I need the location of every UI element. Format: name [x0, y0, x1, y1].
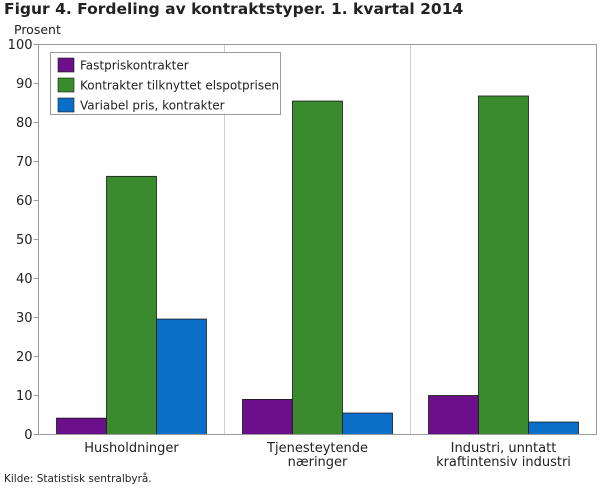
y-tick-label: 0 — [24, 428, 32, 443]
y-tick-label: 80 — [16, 116, 33, 131]
y-tick-label: 50 — [16, 233, 33, 248]
y-tick-label: 30 — [16, 311, 33, 326]
bar — [106, 175, 157, 435]
plot-frame — [38, 44, 597, 435]
legend-swatch — [57, 97, 75, 113]
bar — [528, 421, 579, 435]
y-tick-label: 90 — [16, 77, 33, 92]
legend-frame — [50, 52, 281, 115]
y-tick-label: 40 — [16, 272, 33, 287]
y-axis: 0 10 20 30 40 50 60 70 80 90 100 — [8, 38, 39, 443]
source-note: Kilde: Statistisk sentralbyrå. — [4, 473, 152, 485]
x-tick-label: næringer — [288, 455, 348, 470]
x-tick-label: Tjenesteytende — [266, 441, 368, 456]
bar — [242, 398, 293, 435]
x-tick-label: Husholdninger — [84, 441, 179, 456]
x-tick-label: kraftintensiv industri — [436, 455, 571, 470]
y-tick-label: 60 — [16, 194, 33, 209]
legend-label: Variabel pris, kontrakter — [80, 99, 225, 113]
bar — [156, 318, 207, 435]
bars — [56, 95, 579, 435]
legend: Fastpriskontrakter Kontrakter tilknyttet … — [50, 52, 281, 115]
y-tick-label: 100 — [8, 38, 33, 53]
y-axis-label: Prosent — [14, 22, 61, 37]
bar — [478, 95, 529, 435]
legend-swatch — [57, 77, 75, 93]
legend-label: Kontrakter tilknyttet elspotprisen — [80, 79, 279, 93]
bar — [292, 100, 343, 435]
y-tick-label: 20 — [16, 350, 33, 365]
x-tick-label: Industri, unntatt — [451, 441, 557, 456]
bar — [428, 395, 479, 435]
y-tick-label: 70 — [16, 155, 33, 170]
y-tick-label: 10 — [16, 389, 33, 404]
legend-label: Fastpriskontrakter — [80, 59, 189, 73]
chart-title: Figur 4. Fordeling av kontraktstyper. 1.… — [4, 0, 464, 18]
legend-swatch — [57, 57, 75, 73]
bar — [342, 412, 393, 435]
bar — [56, 417, 107, 435]
